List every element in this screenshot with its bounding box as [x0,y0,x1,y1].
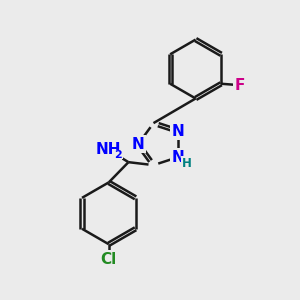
Text: F: F [235,78,245,93]
Text: N: N [172,150,184,165]
Text: N: N [172,124,184,139]
Text: Cl: Cl [101,252,117,267]
Text: H: H [182,157,192,170]
Text: 2: 2 [114,150,122,160]
Text: NH: NH [96,142,121,157]
Text: N: N [132,136,145,152]
